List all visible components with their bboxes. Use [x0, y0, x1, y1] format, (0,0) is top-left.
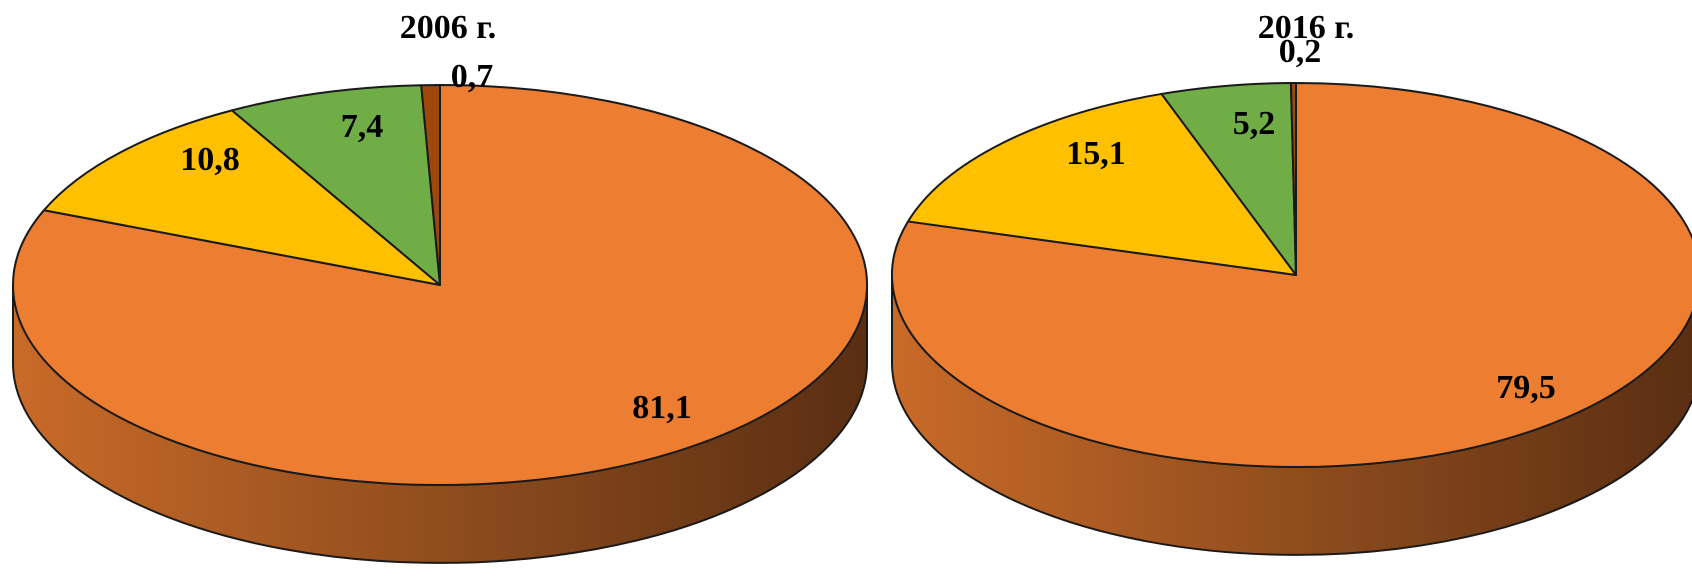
data-label: 15,1 — [1066, 135, 1126, 172]
data-label: 79,5 — [1496, 369, 1556, 406]
pie-slices-2016 — [891, 82, 1692, 468]
pie-slice — [230, 84, 441, 286]
data-label: 0,2 — [1279, 33, 1322, 70]
pie-slice — [1289, 82, 1297, 276]
data-label: 5,2 — [1233, 105, 1276, 142]
data-labels-2006: 81,1 10,8 7,4 0,7 — [180, 58, 692, 426]
data-label: 10,8 — [180, 141, 240, 178]
pie-slice — [907, 92, 1297, 276]
data-label: 0,7 — [451, 58, 494, 95]
pie-slice — [420, 84, 441, 286]
chart-title-2006: 2006 г. — [400, 9, 497, 46]
pie-slice — [42, 109, 441, 286]
pie-chart-2016: 2016 г. 79,5 15,1 5,2 0,2 — [891, 9, 1692, 556]
data-label: 81,1 — [632, 389, 692, 426]
chart-title-2016: 2016 г. — [1258, 9, 1355, 46]
pie-slices-2006 — [12, 84, 868, 486]
pie-chart-2006: 2006 г. 81,1 10,8 7,4 0,7 — [12, 9, 868, 564]
data-label: 7,4 — [341, 108, 384, 145]
data-labels-2016: 79,5 15,1 5,2 0,2 — [1066, 33, 1556, 406]
